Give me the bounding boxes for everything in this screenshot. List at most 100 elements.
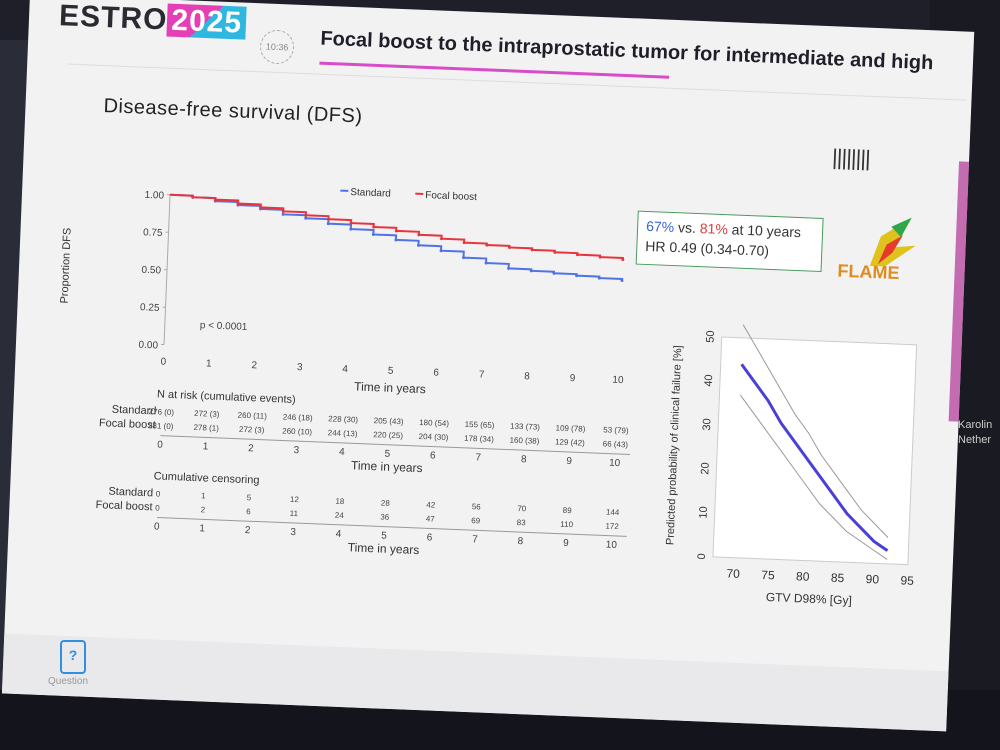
km-point: [529, 269, 533, 273]
reg-x-tick: 70: [726, 566, 740, 581]
risk-table-cell: 133 (73): [510, 422, 540, 432]
km-point: [598, 255, 602, 259]
censoring-table-cell: 1: [201, 491, 206, 500]
km-y-tick: 0.25: [140, 302, 160, 314]
risk-table-cell: 129 (42): [555, 437, 585, 447]
flame-logo-icon: [869, 217, 916, 267]
km-point: [620, 278, 624, 282]
pct-standard: 67%: [645, 217, 675, 236]
censoring-table-cell: 5: [247, 493, 252, 502]
km-x-tick: 2: [251, 360, 257, 371]
km-point: [440, 237, 444, 241]
reg-x-label: GTV D98% [Gy]: [766, 590, 853, 607]
risk-table-x-tick: 4: [339, 447, 345, 458]
censoring-table-title: Cumulative censoring: [154, 470, 260, 486]
km-point: [236, 202, 240, 206]
km-x-tick: 8: [524, 371, 530, 382]
risk-table-cell: 205 (43): [374, 416, 404, 426]
reg-x-tick: 90: [865, 572, 879, 587]
risk-table-cell: 260 (10): [282, 426, 312, 436]
result-callout: 67% vs. 81% at 10 years HR 0.49 (0.34-0.…: [635, 210, 824, 272]
estro-logo: ESTRO2025: [58, 0, 247, 41]
reg-x-tick: 85: [831, 571, 845, 586]
risk-table-row-label: Focal boost: [99, 417, 156, 431]
censoring-table-cell: 110: [560, 520, 574, 530]
risk-table-cell: 276 (0): [148, 407, 174, 417]
censoring-table-cell: 47: [426, 514, 436, 523]
risk-table-cell: 244 (13): [328, 428, 358, 438]
km-x-tick: 7: [479, 369, 485, 380]
censoring-table-cell: 89: [563, 506, 573, 515]
km-point: [304, 216, 308, 220]
km-point: [326, 222, 330, 226]
reg-y-tick: 0: [696, 553, 708, 560]
km-x-tick: 6: [433, 367, 439, 378]
km-pvalue: p < 0.0001: [200, 320, 248, 333]
risk-table-cell: 180 (54): [419, 418, 449, 428]
km-x-label: Time in years: [354, 379, 426, 396]
censoring-table-cell: 11: [290, 509, 299, 518]
km-point: [394, 238, 398, 242]
reg-y-tick: 20: [699, 462, 711, 475]
km-point: [621, 258, 625, 262]
km-legend-label: Focal boost: [425, 190, 477, 203]
km-y-tick: 0.75: [143, 227, 163, 239]
speaker-name: Karolin Nether: [958, 419, 993, 446]
km-point: [259, 205, 263, 209]
censoring-table-x-tick: 1: [199, 523, 205, 534]
censoring-table-x-tick: 7: [472, 534, 478, 545]
censoring-table-cell: 0: [156, 489, 161, 498]
risk-table-x-tick: 6: [430, 450, 436, 461]
km-series-standard: [170, 193, 624, 281]
question-label[interactable]: Question: [48, 676, 89, 687]
km-point: [597, 276, 601, 280]
censoring-table-x-tick: 2: [245, 525, 251, 536]
km-point: [371, 232, 375, 236]
risk-table-cell: 281 (0): [148, 421, 174, 431]
question-phone-icon[interactable]: ?: [60, 640, 86, 674]
km-point: [485, 243, 489, 247]
risk-table-x-tick: 5: [384, 449, 390, 460]
km-y-tick: 0.50: [141, 265, 161, 277]
risk-table-x-label: Time in years: [351, 458, 423, 475]
km-point: [530, 248, 534, 252]
km-point: [416, 243, 420, 247]
censoring-table-row-label: Standard: [108, 486, 153, 500]
reg-y-tick: 30: [701, 418, 713, 431]
censoring-table-cell: 24: [335, 511, 345, 520]
risk-table-x-tick: 0: [157, 439, 163, 450]
km-x-tick: 5: [388, 366, 394, 377]
censoring-table-cell: 36: [380, 512, 390, 521]
km-x-tick: 9: [570, 373, 576, 384]
reg-y-tick: 10: [697, 506, 709, 519]
km-point: [553, 250, 557, 254]
km-point: [417, 233, 421, 237]
risk-table-cell: 246 (18): [283, 412, 313, 422]
censoring-table-x-tick: 8: [517, 536, 523, 547]
censoring-table-cell: 83: [517, 518, 527, 527]
risk-table-cell: 220 (25): [373, 430, 403, 440]
km-point: [439, 249, 443, 253]
km-point: [484, 261, 488, 265]
risk-table-cell: 109 (78): [555, 423, 585, 433]
risk-table-cell: 272 (3): [239, 425, 265, 435]
risk-table-title: N at risk (cumulative events): [157, 388, 296, 406]
risk-table-x-tick: 7: [475, 452, 481, 463]
km-point: [507, 266, 511, 270]
reg-x-tick: 80: [796, 569, 810, 584]
km-y-tick: 0.00: [138, 340, 158, 352]
km-point: [349, 221, 353, 225]
risk-table-cell: 272 (3): [194, 409, 220, 419]
km-point: [326, 217, 330, 221]
km-point: [213, 198, 217, 202]
reg-series-upper: [742, 324, 889, 538]
km-x-tick: 1: [206, 358, 212, 369]
km-x-tick: 0: [160, 357, 166, 368]
barcode-icon: ||||||||: [831, 144, 871, 171]
km-point: [552, 271, 556, 275]
vs-text: vs.: [677, 219, 697, 236]
reg-plot-area: [712, 336, 918, 566]
km-y-label: Proportion DFS: [59, 228, 74, 304]
risk-table-cell: 178 (34): [464, 434, 494, 444]
censoring-table-x-tick: 0: [154, 521, 160, 532]
